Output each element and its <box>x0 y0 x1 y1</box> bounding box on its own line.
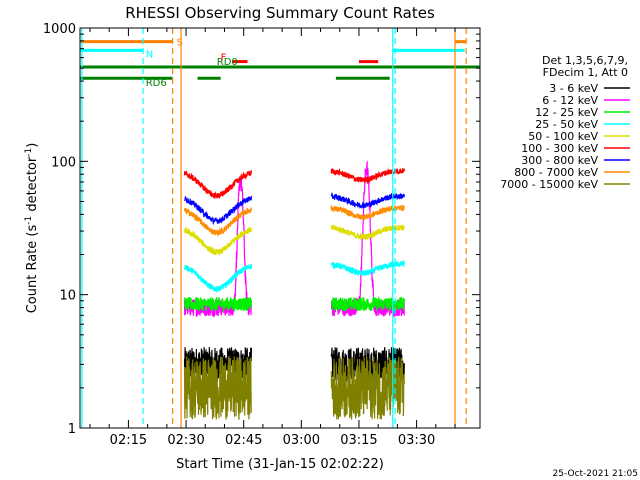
y-tick-label: 1000 <box>43 22 76 37</box>
series-line-8 <box>183 207 252 237</box>
legend-label: 7000 - 15000 keV <box>500 178 598 191</box>
series-line-6 <box>183 170 252 200</box>
legend-label: 100 - 300 keV <box>521 142 598 155</box>
flag-label-s: S <box>176 38 182 49</box>
series-line-9 <box>330 356 405 420</box>
legend-label: 50 - 100 keV <box>528 130 598 143</box>
series-line-6 <box>330 167 405 185</box>
series-line-8 <box>330 204 405 220</box>
axes-layer: 02:15 02:30 02:45 03:00 03:15 03:30 1 10 100 1000 <box>43 22 480 448</box>
y-tick-label: 10 <box>59 289 76 304</box>
flag-bars-layer: S N RD0 RD6 F <box>80 38 480 89</box>
x-tick-label: 03:15 <box>340 433 377 448</box>
series-line-5 <box>330 224 405 242</box>
legend-header-line: Det 1,3,5,6,7,9, <box>542 54 628 67</box>
plot-frame <box>79 27 481 429</box>
x-tick-label: 02:15 <box>110 433 147 448</box>
traces-layer <box>183 160 405 420</box>
series-line-5 <box>183 226 252 255</box>
series-line-4 <box>183 264 252 294</box>
chart-title: RHESSI Observing Summary Count Rates <box>125 4 435 22</box>
legend-header-line: FDecim 1, Att 0 <box>543 66 628 79</box>
x-tick-label: 03:30 <box>398 433 435 448</box>
x-axis-label: Start Time (31-Jan-15 02:02:22) <box>176 457 384 472</box>
x-tick-label: 02:30 <box>167 433 204 448</box>
legend-label: 800 - 7000 keV <box>514 166 598 179</box>
x-tick-label: 02:45 <box>225 433 262 448</box>
series-line-4 <box>330 259 405 277</box>
legend-label: 300 - 800 keV <box>521 154 598 167</box>
x-tick-label: 03:00 <box>283 433 320 448</box>
flag-label-n: N <box>146 49 153 60</box>
flag-label-rd0: RD0 <box>217 57 238 68</box>
series-line-3 <box>183 296 252 313</box>
flag-label-rd6: RD6 <box>146 78 167 89</box>
series-line-7 <box>330 192 405 209</box>
series-line-3 <box>331 296 405 312</box>
flag-label-f: F <box>221 53 227 64</box>
y-tick-label: 1 <box>68 422 76 437</box>
y-tick-label: 100 <box>51 155 76 170</box>
legend-label: 25 - 50 keV <box>535 118 598 131</box>
timestamp: 25-Oct-2021 21:05 <box>553 469 638 479</box>
legend-label: 12 - 25 keV <box>535 106 598 119</box>
legend: Det 1,3,5,6,7,9,FDecim 1, Att 0 3 - 6 keV… <box>500 54 630 191</box>
series-line-7 <box>184 195 252 226</box>
series-line-9 <box>183 356 252 420</box>
legend-label: 6 - 12 keV <box>542 94 598 107</box>
vertical-markers-layer <box>81 28 467 428</box>
y-axis-label: Count Rate (s-1 detector-1) <box>24 143 40 314</box>
legend-label: 3 - 6 keV <box>549 82 598 95</box>
